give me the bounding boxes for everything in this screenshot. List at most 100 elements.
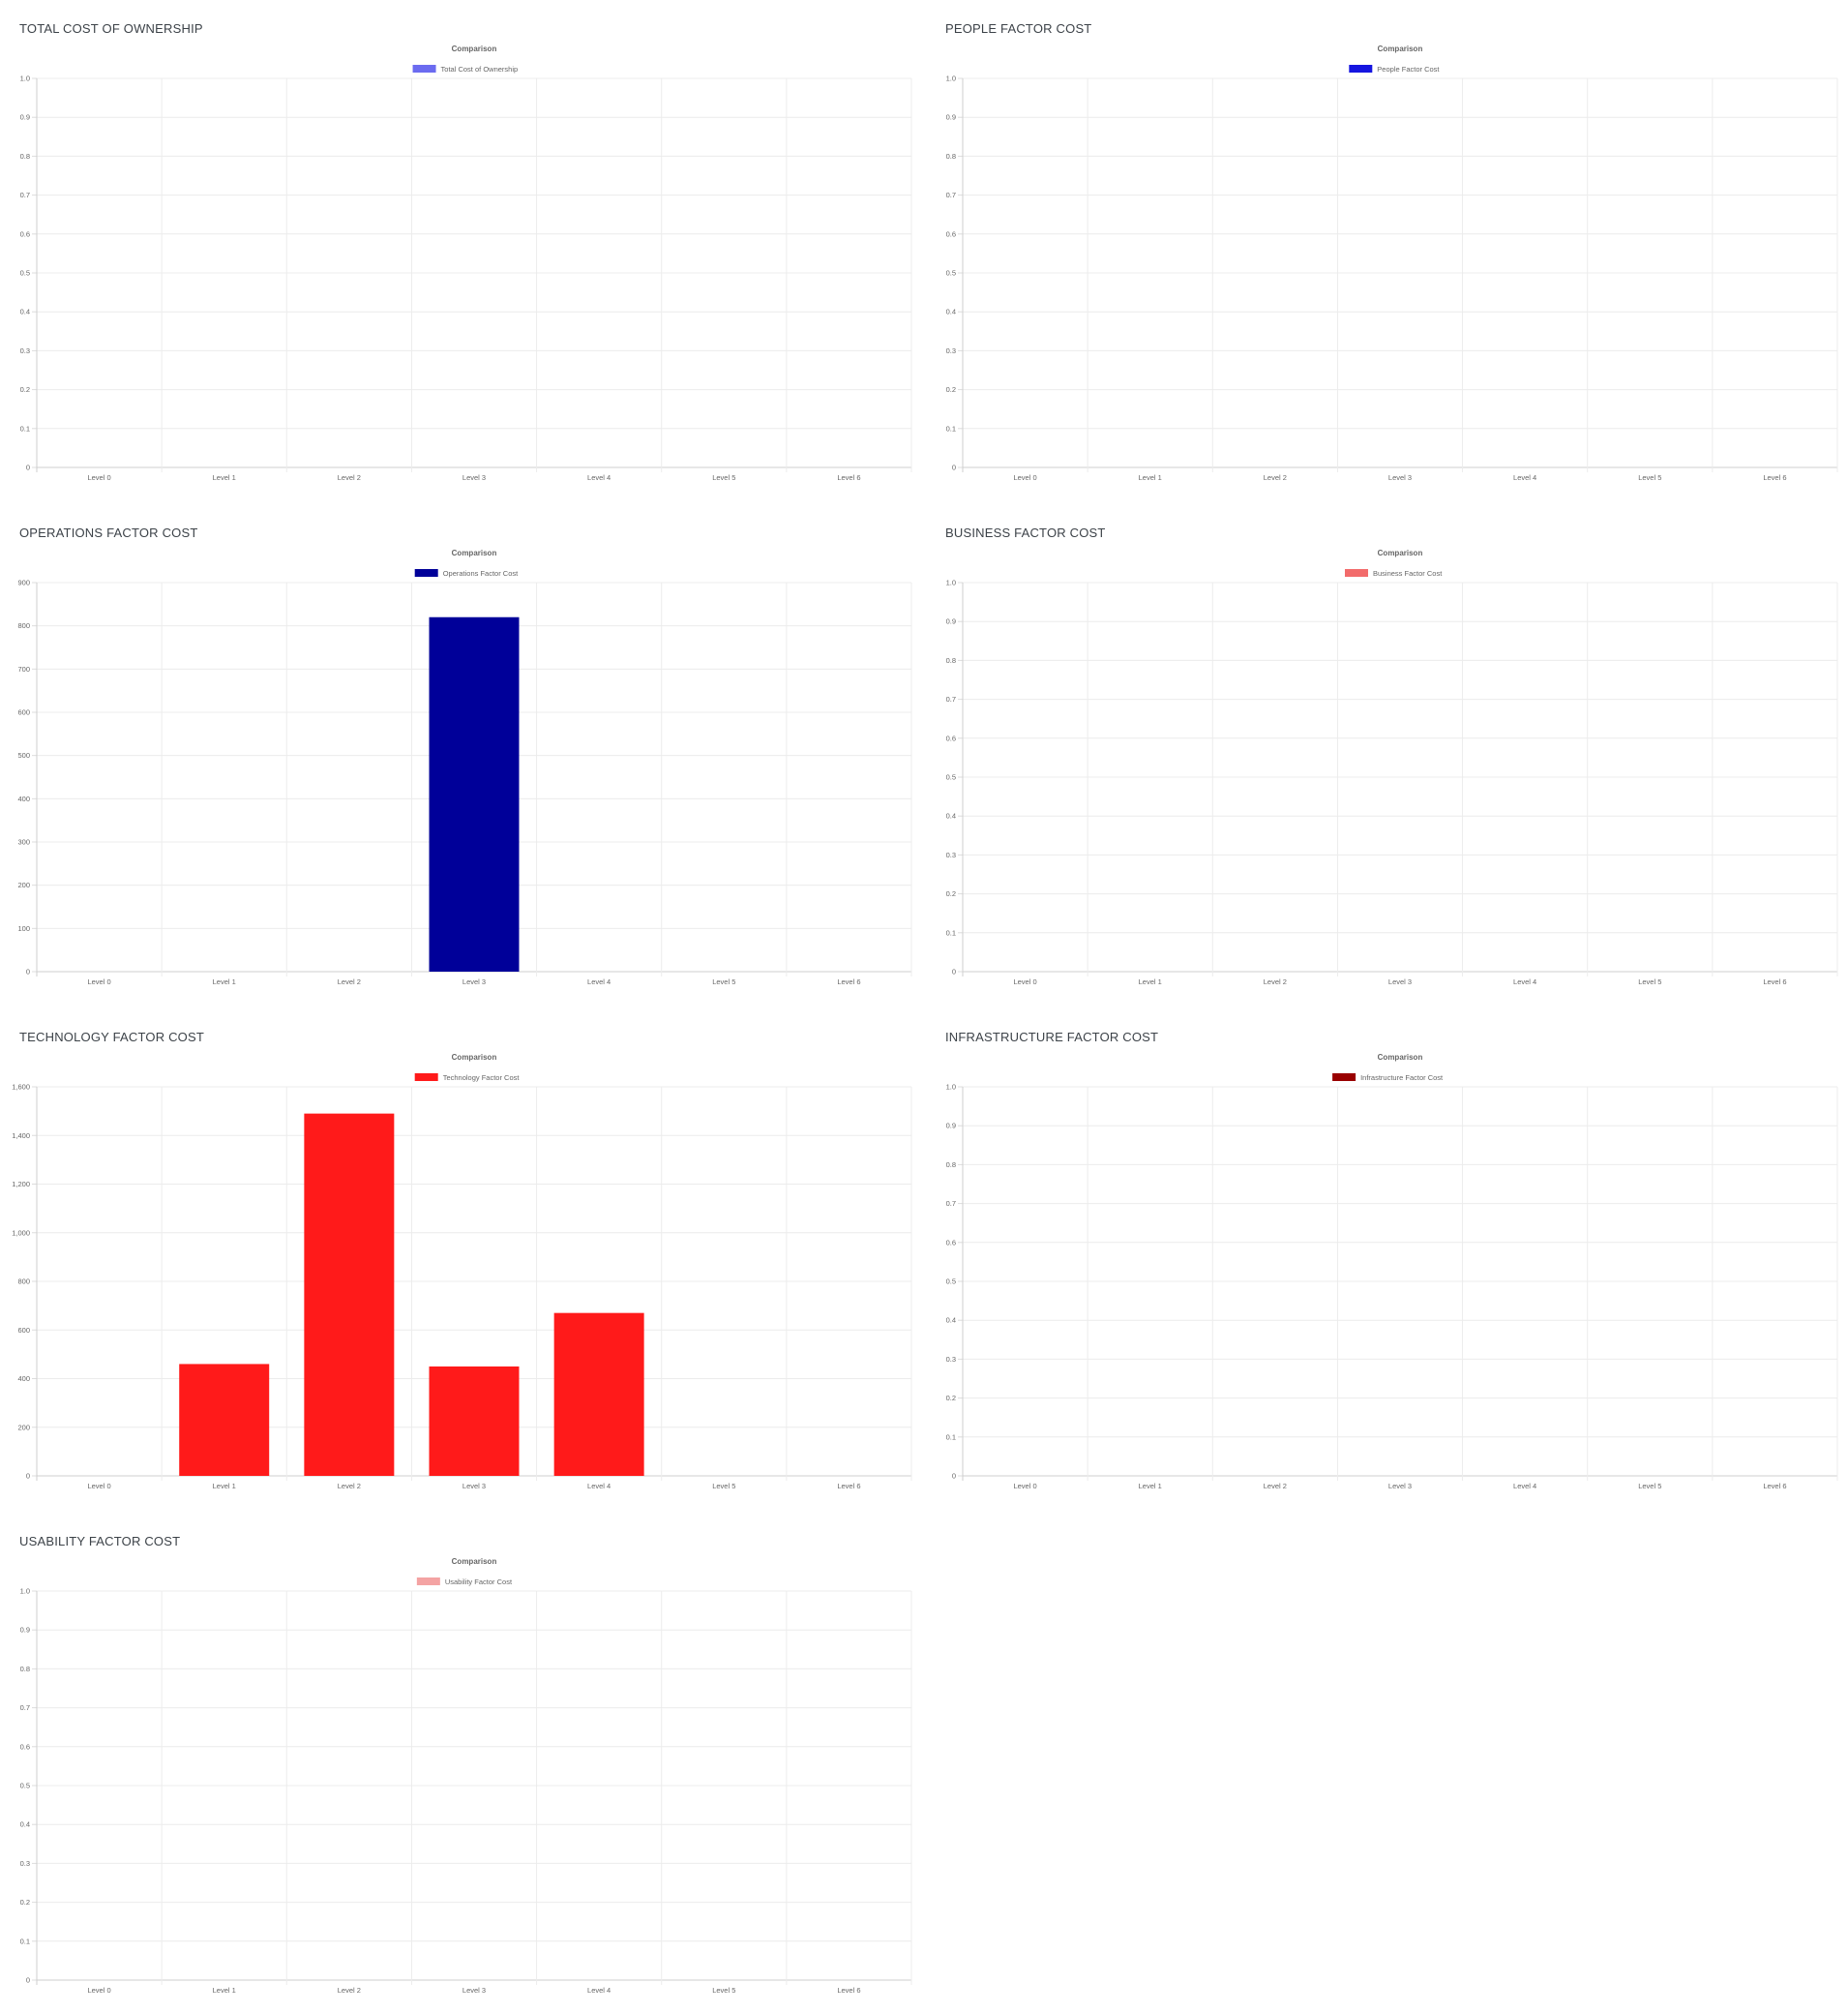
bar-level-3[interactable] xyxy=(429,1366,520,1476)
bar-level-3[interactable] xyxy=(429,616,520,972)
y-tick-label: 1.0 xyxy=(20,1587,30,1596)
panel-infrastructure-factor-cost: INFRASTRUCTURE FACTOR COST Comparison Inf… xyxy=(926,1008,1840,1502)
y-tick-label: 0.9 xyxy=(946,1122,956,1130)
panel-title: USABILITY FACTOR COST xyxy=(19,1534,181,1548)
x-tick-label: Level 2 xyxy=(1264,1482,1287,1490)
chart-legend[interactable]: Operations Factor Cost xyxy=(414,569,519,578)
x-tick-label: Level 1 xyxy=(1139,473,1162,482)
y-tick-label: 0.5 xyxy=(946,1277,956,1286)
x-tick-label: Level 3 xyxy=(462,1986,486,1995)
panel-title: TECHNOLOGY FACTOR COST xyxy=(19,1030,205,1044)
legend-label: Total Cost of Ownership xyxy=(441,65,519,74)
y-tick-label: 300 xyxy=(17,838,30,847)
y-tick-label: 0 xyxy=(952,464,956,472)
chart-legend[interactable]: Technology Factor Cost xyxy=(414,1073,521,1082)
legend-label: Technology Factor Cost xyxy=(443,1073,521,1082)
x-tick-label: Level 4 xyxy=(587,977,611,986)
legend-label: Usability Factor Cost xyxy=(445,1577,513,1586)
x-tick-label: Level 6 xyxy=(837,977,860,986)
y-tick-label: 0 xyxy=(952,1472,956,1481)
y-tick-label: 0.8 xyxy=(20,152,30,161)
x-tick-label: Level 1 xyxy=(213,977,236,986)
y-tick-label: 0.5 xyxy=(946,269,956,278)
x-tick-label: Level 0 xyxy=(87,1482,110,1490)
x-tick-label: Level 6 xyxy=(837,1986,860,1995)
y-tick-label: 0.5 xyxy=(20,1782,30,1790)
x-tick-label: Level 1 xyxy=(213,473,236,482)
chart-business-factor-cost: Comparison Business Factor Cost 0 0.1 0.2 0.3… xyxy=(946,549,1838,986)
x-tick-label: Level 2 xyxy=(338,977,361,986)
x-tick-label: Level 3 xyxy=(462,473,486,482)
y-tick-label: 0.2 xyxy=(946,385,956,394)
chart-legend[interactable]: Infrastructure Factor Cost xyxy=(1332,1073,1444,1082)
y-tick-label: 1.0 xyxy=(946,1083,956,1092)
y-tick-label: 100 xyxy=(17,924,30,933)
x-tick-label: Level 4 xyxy=(587,473,611,482)
bar-level-1[interactable] xyxy=(179,1364,270,1476)
x-tick-label: Level 4 xyxy=(1513,473,1536,482)
x-tick-label: Level 3 xyxy=(1388,473,1412,482)
chart-technology-factor-cost: Comparison Technology Factor Cost 0 200 400 6… xyxy=(12,1053,912,1490)
y-tick-label: 0.9 xyxy=(946,617,956,626)
x-tick-label: Level 5 xyxy=(712,1482,735,1490)
x-tick-label: Level 2 xyxy=(1264,473,1287,482)
y-tick-label: 800 xyxy=(17,1277,30,1286)
chart-legend[interactable]: Total Cost of Ownership xyxy=(412,65,519,74)
y-tick-label: 0 xyxy=(26,1976,30,1985)
y-tick-label: 0.5 xyxy=(20,269,30,278)
chart-legend[interactable]: Usability Factor Cost xyxy=(416,1577,513,1586)
y-tick-label: 0.6 xyxy=(20,1742,30,1751)
x-tick-label: Level 1 xyxy=(213,1986,236,1995)
y-tick-label: 400 xyxy=(17,1374,30,1383)
y-tick-label: 0.2 xyxy=(946,1394,956,1402)
y-tick-label: 500 xyxy=(17,751,30,760)
x-tick-label: Level 6 xyxy=(1763,473,1786,482)
chart-title: Comparison xyxy=(1378,1053,1423,1062)
y-tick-label: 0.7 xyxy=(20,191,30,199)
panel-title: OPERATIONS FACTOR COST xyxy=(19,526,198,540)
panel-title: TOTAL COST OF OWNERSHIP xyxy=(19,21,203,36)
y-tick-label: 0.1 xyxy=(20,424,30,433)
y-tick-label: 1.0 xyxy=(20,75,30,83)
y-tick-label: 1,200 xyxy=(12,1180,30,1188)
chart-legend[interactable]: Business Factor Cost xyxy=(1345,569,1443,578)
chart-title: Comparison xyxy=(1378,45,1423,53)
y-tick-label: 0.6 xyxy=(20,229,30,238)
y-tick-label: 0.4 xyxy=(20,1820,30,1829)
y-tick-label: 800 xyxy=(17,621,30,630)
chart-operations-factor-cost: Comparison Operations Factor Cost 0 100 200 3… xyxy=(17,549,912,986)
legend-label: People Factor Cost xyxy=(1377,65,1440,74)
x-tick-label: Level 1 xyxy=(213,1482,236,1490)
y-tick-label: 0.9 xyxy=(20,1626,30,1635)
panel-business-factor-cost: BUSINESS FACTOR COST Comparison Business … xyxy=(926,504,1840,998)
x-tick-label: Level 3 xyxy=(462,1482,486,1490)
x-tick-label: Level 4 xyxy=(1513,1482,1536,1490)
x-tick-label: Level 5 xyxy=(712,1986,735,1995)
x-tick-label: Level 1 xyxy=(1139,1482,1162,1490)
y-tick-label: 0.6 xyxy=(946,1238,956,1247)
y-tick-label: 0.5 xyxy=(946,773,956,782)
y-tick-label: 0.2 xyxy=(946,889,956,898)
y-tick-label: 0.1 xyxy=(946,928,956,937)
y-tick-label: 0.7 xyxy=(946,1199,956,1208)
chart-title: Comparison xyxy=(452,549,497,557)
y-tick-label: 0.9 xyxy=(20,113,30,122)
legend-swatch xyxy=(414,569,438,577)
x-tick-label: Level 3 xyxy=(1388,1482,1412,1490)
y-tick-label: 0 xyxy=(26,464,30,472)
y-tick-label: 0.4 xyxy=(20,308,30,316)
panel-total-cost-of-ownership: TOTAL COST OF OWNERSHIP Comparison Total … xyxy=(0,0,914,494)
bar-level-4[interactable] xyxy=(553,1312,644,1476)
y-tick-label: 0 xyxy=(26,1472,30,1481)
chart-legend[interactable]: People Factor Cost xyxy=(1349,65,1440,74)
x-tick-label: Level 5 xyxy=(712,473,735,482)
y-tick-label: 0.2 xyxy=(20,385,30,394)
chart-title: Comparison xyxy=(452,1557,497,1566)
y-tick-label: 1,400 xyxy=(12,1131,30,1140)
legend-label: Infrastructure Factor Cost xyxy=(1360,1073,1444,1082)
chart-usability-factor-cost: Comparison Usability Factor Cost 0 0.1 0.2 0.… xyxy=(20,1557,912,1995)
y-tick-label: 0.3 xyxy=(20,346,30,355)
y-tick-label: 1,600 xyxy=(12,1083,30,1092)
bar-level-2[interactable] xyxy=(304,1113,395,1476)
y-tick-label: 700 xyxy=(17,665,30,674)
